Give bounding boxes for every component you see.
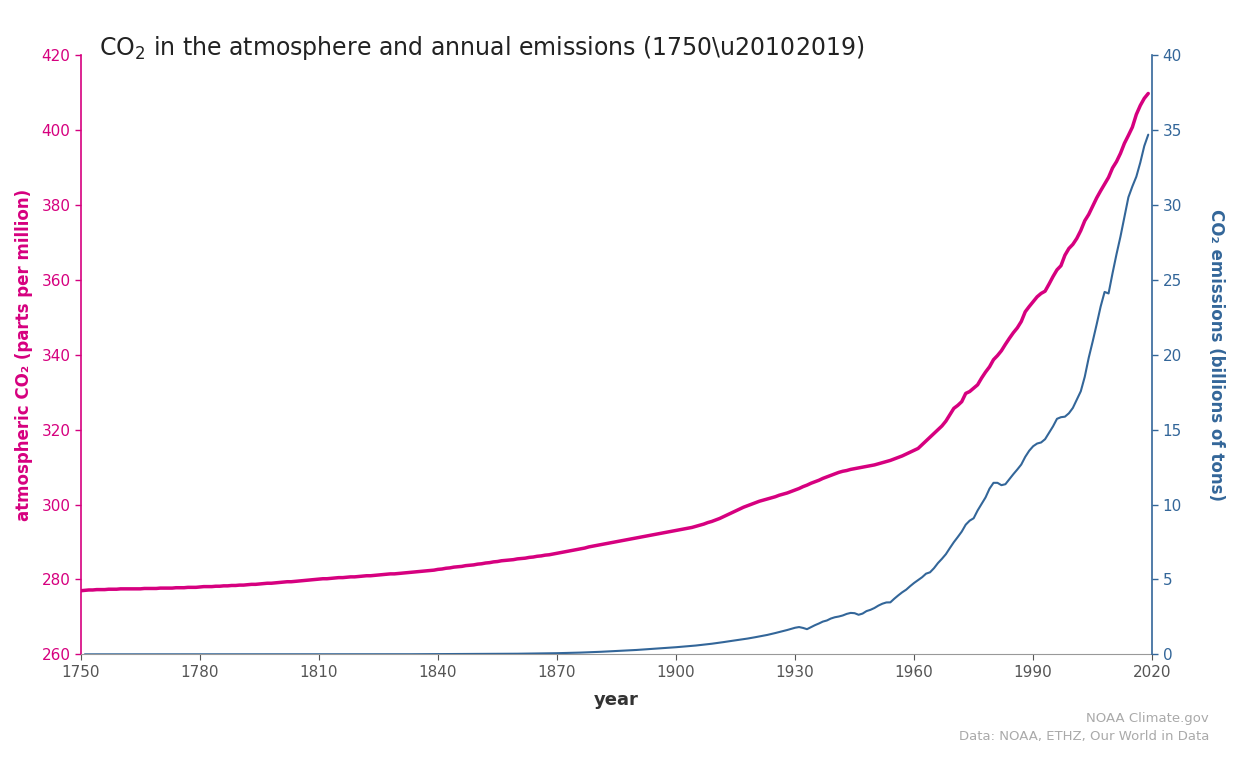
X-axis label: year: year — [594, 691, 639, 709]
Text: Data: NOAA, ETHZ, Our World in Data: Data: NOAA, ETHZ, Our World in Data — [959, 730, 1209, 743]
Text: CO$_2$ in the atmosphere and annual emissions (1750\u20102019): CO$_2$ in the atmosphere and annual emis… — [99, 34, 864, 62]
Y-axis label: CO₂ emissions (billions of tons): CO₂ emissions (billions of tons) — [1207, 209, 1225, 501]
Y-axis label: atmospheric CO₂ (parts per million): atmospheric CO₂ (parts per million) — [15, 189, 33, 521]
Text: NOAA Climate.gov: NOAA Climate.gov — [1086, 712, 1209, 725]
